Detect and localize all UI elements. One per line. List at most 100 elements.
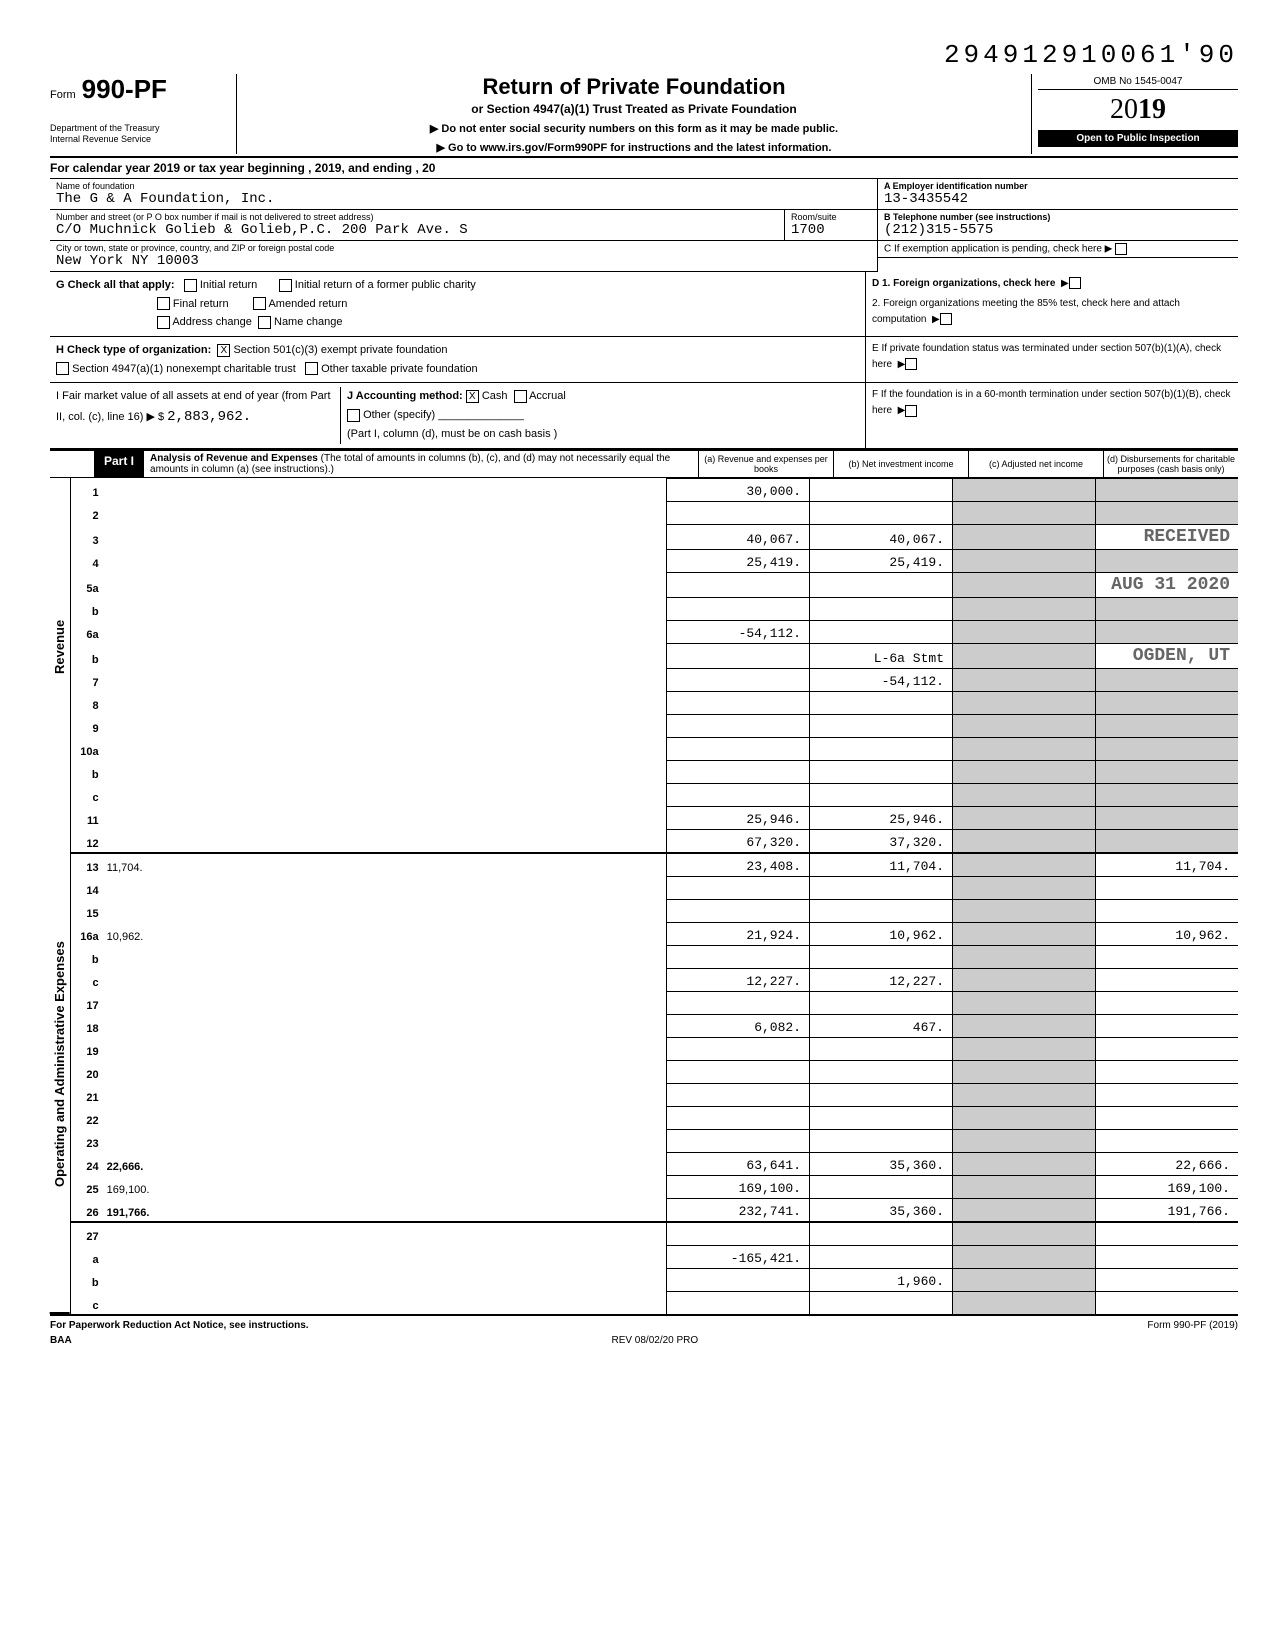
amount-cell xyxy=(953,643,1096,668)
line-number: 22 xyxy=(71,1106,103,1129)
g-final-return[interactable] xyxy=(157,297,170,310)
h-opt-0: Section 501(c)(3) exempt private foundat… xyxy=(233,344,447,356)
col-d-header: (d) Disbursements for charitable purpose… xyxy=(1103,451,1238,477)
h-4947[interactable] xyxy=(56,362,69,375)
dept-line-1: Department of the Treasury xyxy=(50,123,230,134)
c-checkbox[interactable] xyxy=(1115,243,1127,255)
amount-cell: 169,100. xyxy=(1096,1175,1239,1198)
j-accrual[interactable] xyxy=(514,390,527,403)
f-checkbox[interactable] xyxy=(905,405,917,417)
line-number: b xyxy=(71,643,103,668)
amount-cell xyxy=(667,783,810,806)
col-c-header: (c) Adjusted net income xyxy=(968,451,1103,477)
amount-cell xyxy=(953,1152,1096,1175)
amount-cell xyxy=(1096,737,1239,760)
line-number: 26 xyxy=(71,1198,103,1222)
table-row: 17 xyxy=(71,991,1238,1014)
line-number: 27 xyxy=(71,1222,103,1246)
section-h-e: H Check type of organization: X Section … xyxy=(50,337,1238,383)
table-row: 425,419.25,419. xyxy=(71,549,1238,572)
amount-cell xyxy=(1096,1014,1239,1037)
amount-cell xyxy=(667,714,810,737)
amount-cell: 30,000. xyxy=(667,478,810,501)
amount-cell: 67,320. xyxy=(667,829,810,853)
line-description xyxy=(103,668,667,691)
footer-rev: REV 08/02/20 PRO xyxy=(611,1335,698,1346)
amount-cell xyxy=(1096,1037,1239,1060)
amount-cell: 21,924. xyxy=(667,922,810,945)
amount-cell xyxy=(1096,1245,1239,1268)
amount-cell xyxy=(953,524,1096,549)
line-description xyxy=(103,478,667,501)
h-other[interactable] xyxy=(305,362,318,375)
form-id-box: Form 990-PF Department of the Treasury I… xyxy=(50,74,237,154)
amount-cell xyxy=(667,572,810,597)
line-number: 24 xyxy=(71,1152,103,1175)
amount-cell xyxy=(1096,1106,1239,1129)
amount-cell: 10,962. xyxy=(1096,922,1239,945)
g-address-change[interactable] xyxy=(157,316,170,329)
table-row: b xyxy=(71,760,1238,783)
line-number: 7 xyxy=(71,668,103,691)
analysis-table: 130,000.2340,067.40,067.RECEIVED425,419.… xyxy=(71,478,1238,1314)
d1-checkbox[interactable] xyxy=(1069,277,1081,289)
amount-cell xyxy=(953,1037,1096,1060)
i-value: 2,883,962. xyxy=(167,409,251,425)
g-opt-5: Name change xyxy=(274,316,343,328)
line-description xyxy=(103,1106,667,1129)
amount-cell xyxy=(953,806,1096,829)
d2-checkbox[interactable] xyxy=(940,313,952,325)
line-description xyxy=(103,899,667,922)
amount-cell xyxy=(1096,478,1239,501)
table-row: 2 xyxy=(71,501,1238,524)
amount-cell xyxy=(667,760,810,783)
line-number: 19 xyxy=(71,1037,103,1060)
amount-cell: 191,766. xyxy=(1096,1198,1239,1222)
amount-cell: L-6a Stmt xyxy=(810,643,953,668)
table-row: b xyxy=(71,597,1238,620)
form-word: Form xyxy=(50,89,76,101)
amount-cell xyxy=(953,876,1096,899)
footer-left: For Paperwork Reduction Act Notice, see … xyxy=(50,1320,309,1331)
amount-cell xyxy=(667,668,810,691)
part-1-header: Part I Analysis of Revenue and Expenses … xyxy=(50,449,1238,478)
amount-cell: AUG 31 2020 xyxy=(1096,572,1239,597)
line-description xyxy=(103,1291,667,1314)
g-name-change[interactable] xyxy=(258,316,271,329)
j-other[interactable] xyxy=(347,409,360,422)
line-number: 13 xyxy=(71,853,103,877)
h-501c3[interactable]: X xyxy=(217,344,230,357)
amount-cell xyxy=(667,1060,810,1083)
amount-cell xyxy=(810,1175,953,1198)
g-opt-1: Final return xyxy=(173,298,229,310)
amount-cell xyxy=(667,1291,810,1314)
amount-cell xyxy=(953,1175,1096,1198)
amount-cell: 10,962. xyxy=(810,922,953,945)
amount-cell xyxy=(810,1083,953,1106)
line-description xyxy=(103,572,667,597)
line-number: 2 xyxy=(71,501,103,524)
tel-label: B Telephone number (see instructions) xyxy=(884,212,1232,222)
amount-cell xyxy=(810,1245,953,1268)
line-description xyxy=(103,1129,667,1152)
line-description xyxy=(103,876,667,899)
table-row: c xyxy=(71,1291,1238,1314)
line-number: 5a xyxy=(71,572,103,597)
e-label: E If private foundation status was termi… xyxy=(872,343,1221,370)
amount-cell xyxy=(810,1291,953,1314)
amount-cell xyxy=(810,991,953,1014)
amount-cell xyxy=(953,991,1096,1014)
g-initial-return[interactable] xyxy=(184,279,197,292)
table-row: 19 xyxy=(71,1037,1238,1060)
room-value: 1700 xyxy=(791,222,871,238)
amount-cell xyxy=(953,1060,1096,1083)
j-cash[interactable]: X xyxy=(466,390,479,403)
amount-cell xyxy=(953,1222,1096,1246)
amount-cell: 22,666. xyxy=(1096,1152,1239,1175)
sub-title: or Section 4947(a)(1) Trust Treated as P… xyxy=(243,102,1025,116)
address: C/O Muchnick Golieb & Golieb,P.C. 200 Pa… xyxy=(56,222,778,238)
g-amended[interactable] xyxy=(253,297,266,310)
g-initial-former[interactable] xyxy=(279,279,292,292)
e-checkbox[interactable] xyxy=(905,358,917,370)
ein-label: A Employer identification number xyxy=(884,181,1232,191)
